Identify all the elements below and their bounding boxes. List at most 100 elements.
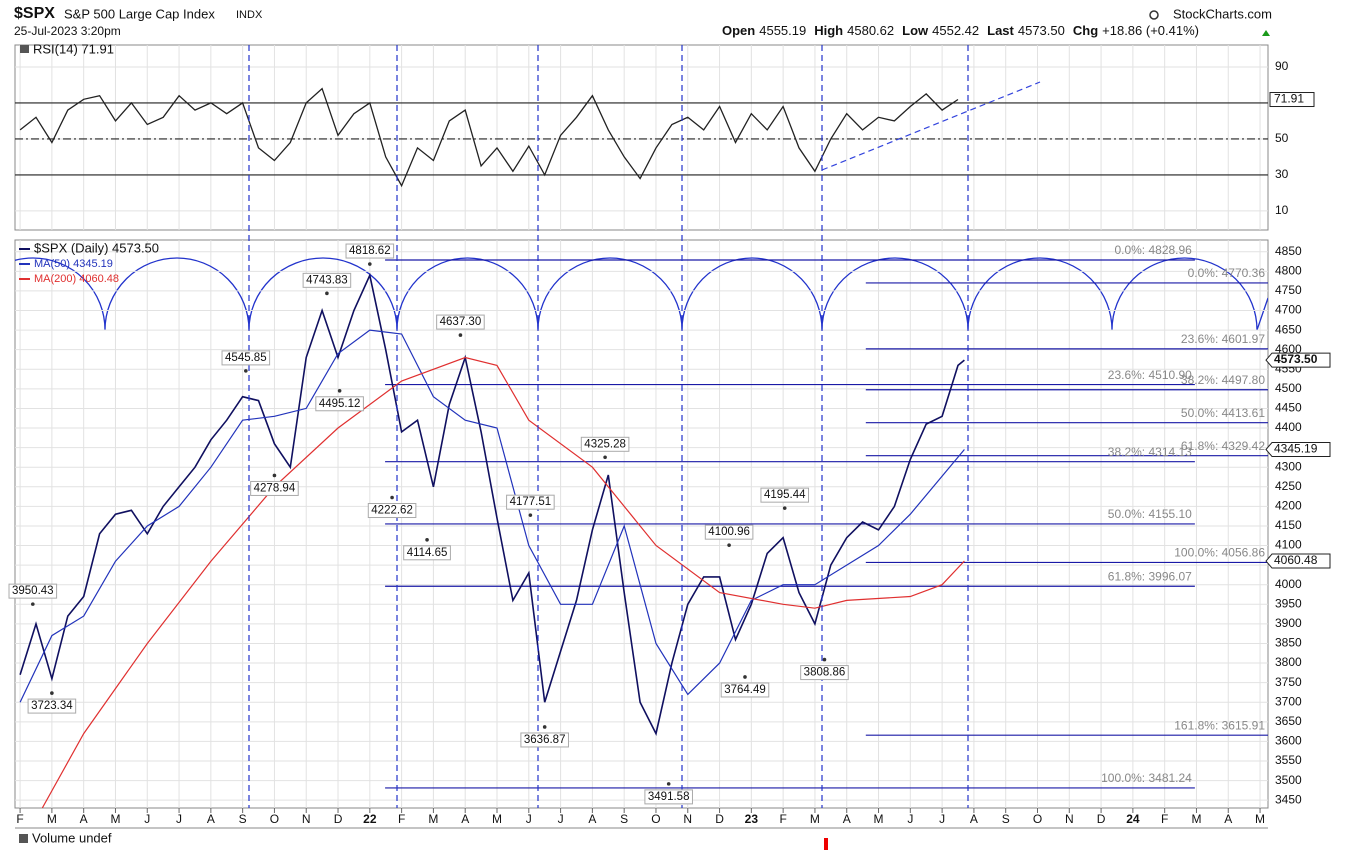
y-tick-label: 4650 <box>1275 322 1302 336</box>
y-tick-label: 4400 <box>1275 420 1302 434</box>
annotation-box <box>644 789 693 805</box>
x-tick-label: J <box>558 812 564 826</box>
price-plot <box>15 240 1268 808</box>
fib-label: 0.0%: 4828.96 <box>1114 243 1192 257</box>
y-tick-label: 4150 <box>1275 518 1302 532</box>
fib-label: 50.0%: 4155.10 <box>1108 507 1192 521</box>
y-tick-label: 3600 <box>1275 734 1302 748</box>
rsi-icon <box>20 45 29 53</box>
last-value-label: 4345.19 <box>1274 442 1318 456</box>
fib-label: 38.2%: 4497.80 <box>1181 373 1265 387</box>
annotation-box <box>506 494 555 510</box>
annotation-point <box>822 657 827 662</box>
annotation-point <box>666 782 671 786</box>
volume-bar <box>824 838 828 850</box>
quote: Open 4555.19 High 4580.62 Low 4552.42 Last 4573… <box>722 23 1199 38</box>
annotation-box <box>302 272 352 288</box>
symbol: $SPX <box>14 5 55 22</box>
annotation-point <box>244 369 248 373</box>
annotation-label: 4495.12 <box>319 398 361 410</box>
x-tick-label: N <box>1065 812 1074 826</box>
fib-label: 100.0%: 3481.24 <box>1101 771 1192 785</box>
fib-label: 61.8%: 3996.07 <box>1108 569 1192 583</box>
annotation-box <box>720 682 770 698</box>
annotation-label: 4637.30 <box>440 316 482 328</box>
x-tick-label: 23 <box>745 812 759 826</box>
x-tick-label: J <box>907 812 913 826</box>
price-line <box>19 272 965 736</box>
quote-value: 4552.42 <box>932 23 979 38</box>
annotation-box <box>315 396 364 412</box>
x-tick-label: M <box>1255 812 1265 826</box>
annotation-box <box>403 545 451 561</box>
rsi-title: RSI(14) 71.91 <box>33 41 114 56</box>
y-tick-label: 3550 <box>1275 753 1302 767</box>
x-tick-label: A <box>207 812 215 826</box>
y-tick-label: 3750 <box>1275 675 1302 689</box>
annotation-label: 3636.87 <box>524 734 566 746</box>
rsi-trendline <box>821 81 1041 171</box>
annotation-label: 4195.44 <box>764 489 806 501</box>
y-tick-label: 50 <box>1275 131 1289 145</box>
x-tick-label: M <box>47 812 57 826</box>
y-tick-label: 4850 <box>1275 244 1302 258</box>
y-tick-label: 3800 <box>1275 655 1302 669</box>
annotation-point <box>425 538 429 542</box>
x-tick-label: D <box>334 812 343 826</box>
x-tick-label: O <box>270 812 279 826</box>
volume-icon <box>19 834 28 843</box>
y-tick-label: 4450 <box>1275 401 1302 415</box>
exchange: INDX <box>236 9 263 21</box>
quote-value: 4580.62 <box>847 23 894 38</box>
y-tick-label: 3900 <box>1275 616 1302 630</box>
annotation-label: 3723.34 <box>31 700 73 712</box>
x-tick-label: O <box>651 812 660 826</box>
annotation-label: 4278.94 <box>254 482 296 494</box>
fib-label: 50.0%: 4413.61 <box>1181 406 1265 420</box>
fib-label: 38.2%: 4314.13 <box>1108 445 1192 459</box>
x-tick-label: S <box>620 812 628 826</box>
rsi-plot <box>15 45 1268 230</box>
x-tick-label: F <box>1161 812 1168 826</box>
annotation-label: 3764.49 <box>724 684 766 696</box>
annotation-box <box>27 698 77 714</box>
x-tick-label: M <box>110 812 120 826</box>
annotation-box <box>250 480 299 496</box>
timestamp: 25-Jul-2023 3:20pm <box>14 24 121 38</box>
annotation-point <box>368 262 372 266</box>
fib-label: 23.6%: 4510.90 <box>1108 368 1192 382</box>
x-tick-label: J <box>144 812 150 826</box>
y-tick-label: 4600 <box>1275 342 1302 356</box>
annotation-label: 4743.83 <box>306 274 348 286</box>
x-tick-label: A <box>461 812 469 826</box>
annotation-point <box>542 725 547 729</box>
y-tick-label: 3650 <box>1275 714 1302 728</box>
annotation-point <box>528 513 533 517</box>
y-tick-label: 90 <box>1275 59 1289 73</box>
annotation-label: 3808.86 <box>804 667 846 679</box>
x-tick-label: A <box>80 812 88 826</box>
last-value-box <box>1269 92 1315 108</box>
annotation-label: 4100.96 <box>708 526 750 538</box>
y-tick-label: 4300 <box>1275 459 1302 473</box>
annotation-point <box>390 495 394 500</box>
x-tick-label: M <box>1191 812 1201 826</box>
last-value-label: 4573.50 <box>1274 352 1318 366</box>
annotation-point <box>458 333 463 337</box>
legend-entry: MA(200) 4060.48 <box>34 273 119 285</box>
x-tick-label: F <box>779 812 786 826</box>
y-tick-label: 3950 <box>1275 596 1302 610</box>
annotation-box <box>221 350 271 366</box>
annotation-label: 3950.43 <box>12 585 54 597</box>
annotation-label: 3491.58 <box>648 791 690 803</box>
x-tick-label: O <box>1033 812 1042 826</box>
annotation-point <box>31 602 35 606</box>
quote-value: 4573.50 <box>1018 23 1065 38</box>
y-tick-label: 4800 <box>1275 264 1302 278</box>
x-tick-label: 24 <box>1126 812 1140 826</box>
x-tick-label: A <box>1224 812 1232 826</box>
up-arrow <box>1262 30 1270 36</box>
annotation-label: 4222.62 <box>371 505 413 517</box>
rsi-line <box>19 87 959 188</box>
